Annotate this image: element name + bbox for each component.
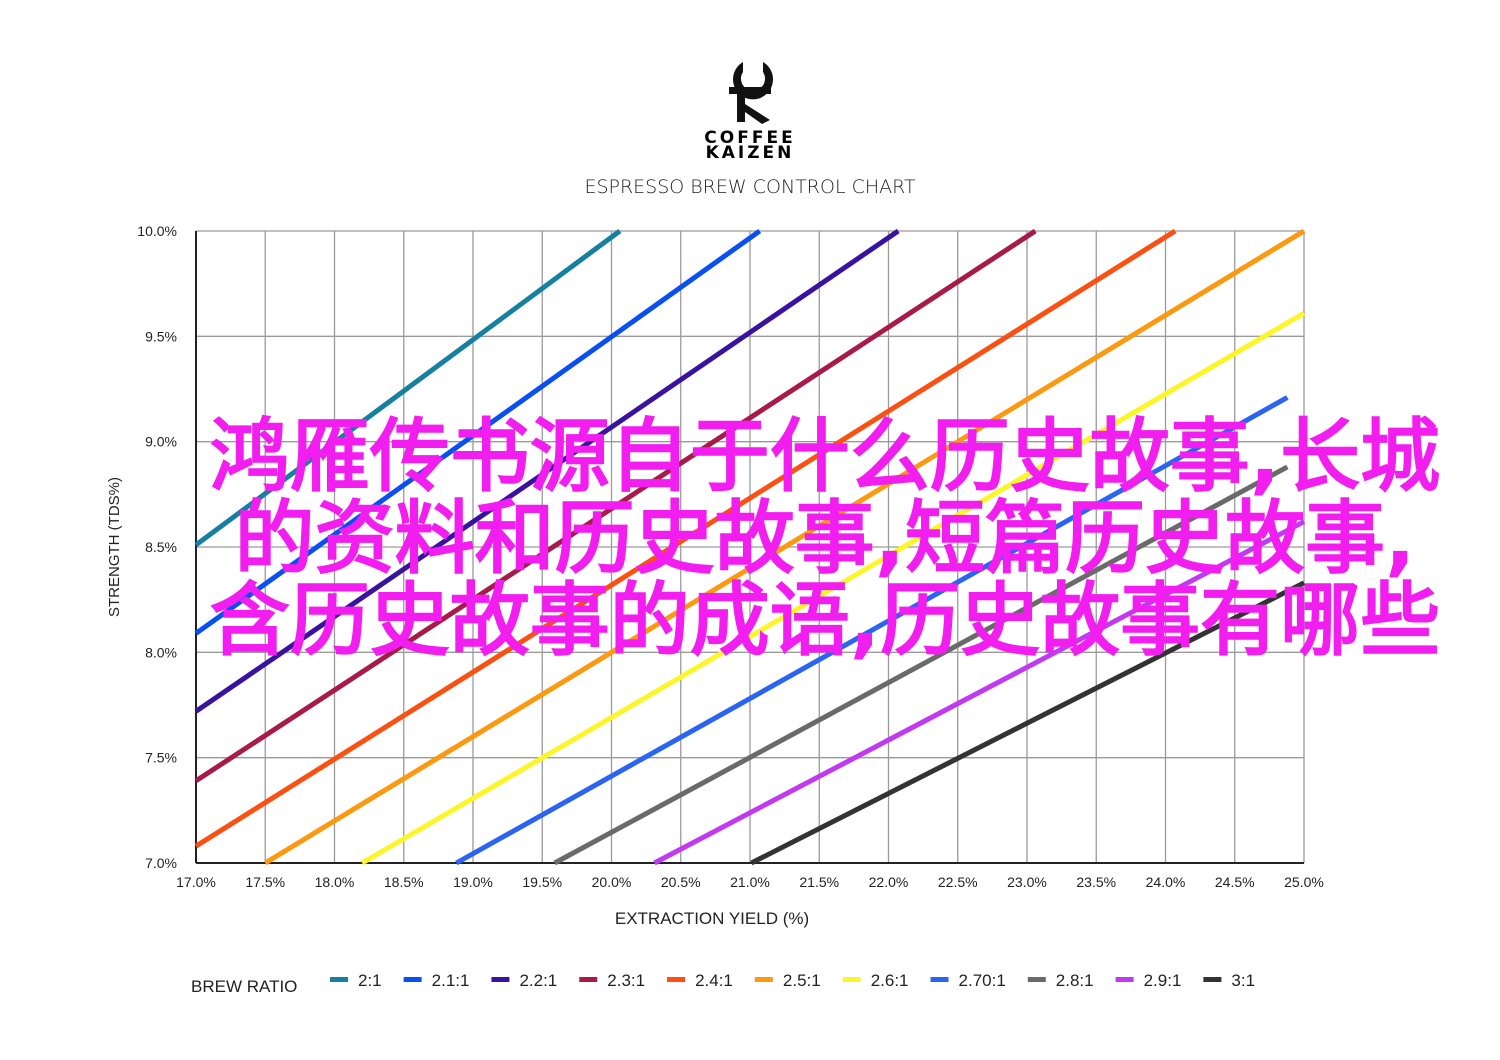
- legend-title: BREW RATIO: [191, 977, 297, 996]
- series-line-3:1: [750, 580, 1306, 866]
- series-line-2.70:1: [455, 395, 1289, 866]
- series-line-2.6:1: [360, 311, 1306, 866]
- y-axis-label: STRENGTH (TDS%): [106, 477, 123, 617]
- legend-label: 2.6:1: [871, 971, 909, 990]
- x-tick-label: 18.0%: [315, 874, 355, 890]
- x-tick-label: 22.5%: [938, 874, 978, 890]
- legend-label: 2.2:1: [519, 971, 557, 990]
- x-tick-label: 22.0%: [869, 874, 909, 890]
- y-tick-labels: 7.0% 7.5% 8.0% 8.5% 9.0% 9.5% 10.0%: [137, 223, 177, 871]
- legend-label: 2.5:1: [783, 971, 821, 990]
- legend-swatch: [579, 977, 598, 982]
- x-tick-label: 24.5%: [1215, 874, 1255, 890]
- y-tick-label: 9.5%: [145, 328, 177, 344]
- legend-swatch: [842, 977, 861, 982]
- series-line-2.3:1: [194, 228, 1037, 783]
- series-lines: [194, 228, 1306, 866]
- x-tick-label: 18.5%: [384, 874, 424, 890]
- x-tick-label: 20.0%: [592, 874, 632, 890]
- x-tick-label: 17.0%: [176, 874, 216, 890]
- x-tick-label: 19.0%: [453, 874, 493, 890]
- x-tick-label: 21.0%: [730, 874, 770, 890]
- x-axis-label: EXTRACTION YIELD (%): [615, 909, 809, 928]
- series-line-2.9:1: [653, 519, 1306, 866]
- x-tick-label: 23.0%: [1007, 874, 1047, 890]
- overlay-watermark-text: 鸿雁传书源自于什么历史故事,长城的资料和历史故事,短篇历史故事,含历史故事的成语…: [209, 410, 1441, 667]
- logo: COFFEE KAIZEN: [704, 62, 795, 163]
- legend-label: 2.8:1: [1056, 971, 1094, 990]
- series-line-2.4:1: [194, 228, 1177, 849]
- legend-label: 3:1: [1231, 971, 1255, 990]
- x-tick-label: 17.5%: [245, 874, 285, 890]
- legend-label: 2.1:1: [432, 971, 470, 990]
- y-tick-label: 8.0%: [145, 644, 177, 660]
- x-tick-label: 23.5%: [1076, 874, 1116, 890]
- series-line-2.8:1: [553, 464, 1289, 866]
- series-line-2.1:1: [194, 228, 762, 636]
- legend-swatch: [930, 977, 949, 982]
- y-tick-label: 7.0%: [145, 855, 177, 871]
- y-tick-label: 7.5%: [145, 750, 177, 766]
- legend-label: 2:1: [358, 971, 382, 990]
- legend-swatch: [491, 977, 510, 982]
- x-tick-label: 20.5%: [661, 874, 701, 890]
- legend-swatch: [403, 977, 422, 982]
- legend-swatch: [667, 977, 686, 982]
- x-tick-labels: 17.0% 17.5% 18.0% 18.5% 19.0% 19.5% 20.0% 20.5%…: [176, 874, 1324, 890]
- legend-label: 2.9:1: [1144, 971, 1182, 990]
- legend-swatch: [754, 977, 773, 982]
- legend-swatch: [1027, 977, 1046, 982]
- x-tick-label: 25.0%: [1284, 874, 1324, 890]
- x-tick-label: 21.5%: [799, 874, 839, 890]
- y-tick-label: 9.0%: [145, 434, 177, 450]
- legend-swatch: [1115, 977, 1134, 982]
- legend-swatch: [1203, 977, 1222, 982]
- legend-label: 2.3:1: [607, 971, 645, 990]
- legend-label: 2.4:1: [695, 971, 733, 990]
- logo-line1: COFFEE: [704, 128, 795, 148]
- series-line-2.5:1: [263, 228, 1306, 866]
- chart-title: ESPRESSO BREW CONTROL CHART: [584, 176, 916, 198]
- legend: BREW RATIO 2:1 2.1:1 2.2:1 2.3:1 2.4:1 2.5:1 2…: [191, 971, 1255, 996]
- y-tick-label: 10.0%: [137, 223, 177, 239]
- y-tick-label: 8.5%: [145, 539, 177, 555]
- logo-mark-leg: [737, 94, 770, 124]
- legend-swatch: [330, 977, 348, 982]
- x-tick-label: 19.5%: [522, 874, 562, 890]
- logo-line2: KAIZEN: [706, 143, 795, 163]
- series-line-2.2:1: [194, 228, 900, 714]
- x-tick-label: 24.0%: [1146, 874, 1186, 890]
- series-line-2:1: [194, 228, 622, 547]
- logo-mark-bar: [729, 87, 771, 94]
- legend-label: 2.70:1: [959, 971, 1006, 990]
